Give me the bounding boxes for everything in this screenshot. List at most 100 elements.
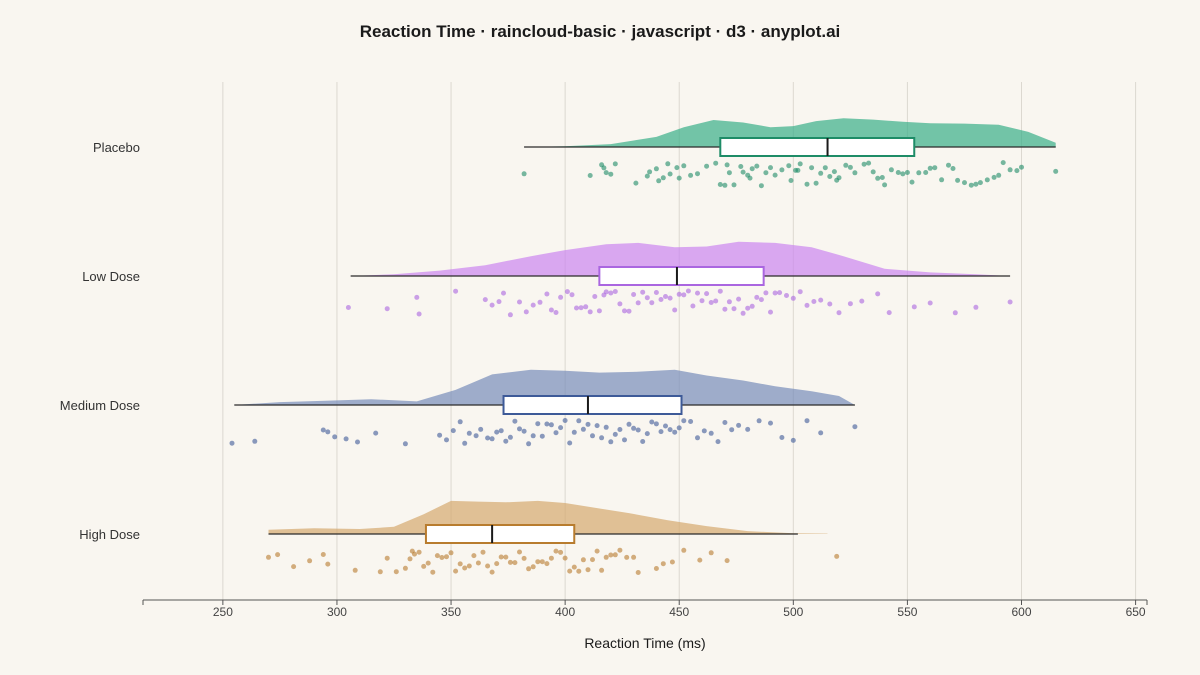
- rain-point: [325, 429, 331, 435]
- rain-point: [471, 553, 477, 559]
- rain-point: [587, 173, 593, 178]
- rain-point: [430, 569, 436, 575]
- rain-point: [580, 557, 586, 563]
- density-cloud: [524, 118, 1056, 147]
- rain-point: [444, 437, 449, 443]
- rain-point: [608, 439, 614, 445]
- rain-point: [724, 558, 730, 564]
- rain-point: [478, 426, 484, 432]
- x-tick-label: 600: [1011, 605, 1031, 619]
- rain-point: [831, 169, 837, 175]
- rain-point: [681, 418, 687, 424]
- rain-point: [437, 432, 443, 438]
- rain-point: [1019, 164, 1024, 170]
- box: [424, 524, 576, 544]
- rain-point: [507, 312, 513, 318]
- rain-point: [535, 421, 541, 427]
- rain-point: [612, 431, 618, 437]
- rain-point: [847, 164, 853, 170]
- rain-point: [384, 555, 390, 561]
- rain-point: [768, 165, 773, 171]
- rain-point: [585, 567, 591, 573]
- rain-point: [485, 435, 491, 441]
- rain-point: [704, 291, 710, 297]
- rain-point: [916, 170, 922, 176]
- rain-point: [690, 303, 696, 309]
- rain-point: [501, 290, 506, 296]
- rain-point: [612, 161, 618, 167]
- rain-point: [722, 306, 728, 312]
- rain-point: [521, 171, 527, 177]
- rain-point: [229, 440, 235, 446]
- rain-point: [968, 182, 974, 188]
- rain-point: [713, 298, 719, 304]
- rain-point: [729, 427, 735, 433]
- rain-point: [377, 569, 383, 575]
- rain-point: [722, 182, 728, 188]
- rain-point: [407, 556, 413, 562]
- rain-point: [927, 165, 933, 171]
- rain-point: [635, 570, 641, 575]
- rain-point: [416, 549, 422, 555]
- rain-point: [578, 305, 584, 311]
- rain-point: [731, 182, 737, 188]
- rain-point: [740, 169, 746, 175]
- rain-point: [674, 165, 680, 171]
- box: [719, 137, 916, 157]
- rain-point: [745, 305, 751, 311]
- rain-point: [866, 160, 872, 166]
- x-tick-label: 400: [555, 605, 575, 619]
- rain-point: [521, 428, 527, 434]
- rain-point: [512, 418, 518, 424]
- rain-point: [722, 420, 728, 425]
- rain-point: [562, 555, 568, 561]
- rain-point: [453, 568, 459, 574]
- rain-point: [836, 310, 842, 316]
- rain-point: [373, 430, 379, 436]
- rain-point: [688, 172, 694, 178]
- rain-point: [736, 296, 742, 302]
- rain-point: [594, 548, 600, 554]
- rain-point: [603, 554, 609, 560]
- rain-point: [544, 291, 550, 297]
- rain-point: [736, 422, 742, 428]
- rain-point: [663, 423, 668, 429]
- rain-point: [747, 175, 753, 181]
- rain-point: [644, 295, 650, 301]
- rain-point: [660, 175, 666, 181]
- rain-point: [809, 165, 815, 171]
- rain-point: [412, 551, 417, 557]
- rain-point: [475, 560, 481, 566]
- category-label: Medium Dose: [60, 398, 140, 413]
- rain-point: [804, 418, 810, 424]
- rain-point: [640, 289, 646, 295]
- rain-point: [453, 288, 459, 294]
- rain-point: [697, 557, 703, 563]
- rain-point: [996, 172, 1002, 178]
- rain-point: [882, 182, 888, 188]
- rain-point: [603, 424, 609, 430]
- rain-point: [660, 561, 666, 567]
- rain-point: [517, 299, 522, 305]
- category-label: Low Dose: [82, 269, 140, 284]
- rain-point: [886, 310, 892, 316]
- rain-point: [768, 309, 773, 315]
- rain-point: [754, 163, 760, 169]
- rain-point: [923, 170, 929, 175]
- rain-point: [724, 162, 730, 168]
- rain-point: [827, 301, 833, 307]
- rain-point: [345, 305, 351, 310]
- rain-point: [635, 427, 641, 433]
- rain-point: [640, 439, 646, 444]
- rain-point: [434, 553, 440, 559]
- rain-point: [701, 428, 707, 434]
- rain-point: [804, 181, 810, 187]
- rain-point: [521, 555, 527, 561]
- rain-point: [672, 429, 678, 435]
- rain-point: [393, 569, 399, 575]
- category-label: High Dose: [79, 527, 140, 542]
- rain-point: [818, 170, 824, 176]
- rain-point: [466, 563, 472, 569]
- cloud-group: [345, 241, 1013, 318]
- box: [502, 395, 683, 415]
